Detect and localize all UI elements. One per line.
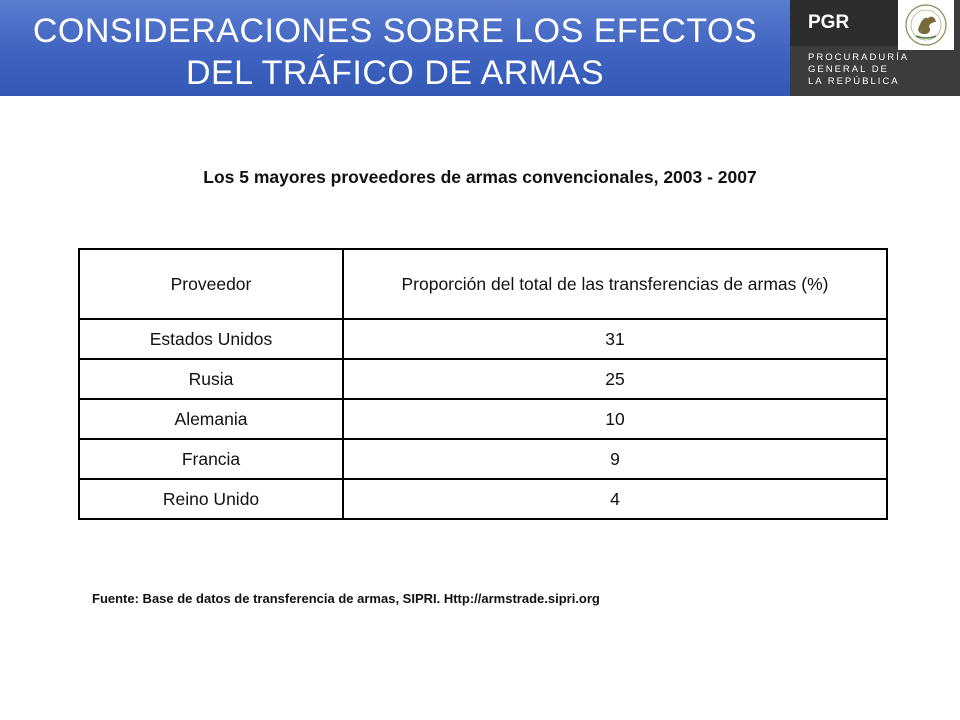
suppliers-table: Proveedor Proporción del total de las tr… [78, 248, 888, 520]
table-row: Francia 9 [78, 438, 888, 480]
cell-share: 10 [342, 398, 888, 440]
logo-line-2: GENERAL DE [808, 64, 889, 75]
page-title: CONSIDERACIONES SOBRE LOS EFECTOS DEL TR… [0, 10, 790, 94]
pgr-logo: PGR PROCURADURÍA GENERAL DE LA REPÚBLICA [790, 0, 960, 96]
cell-share: 9 [342, 438, 888, 480]
column-header-supplier: Proveedor [78, 248, 344, 320]
cell-supplier: Estados Unidos [78, 318, 344, 360]
logo-line-1: PROCURADURÍA [808, 52, 910, 63]
table-row: Estados Unidos 31 [78, 318, 888, 360]
cell-supplier: Reino Unido [78, 478, 344, 520]
column-header-share: Proporción del total de las transferenci… [342, 248, 888, 320]
logo-text: PROCURADURÍA GENERAL DE LA REPÚBLICA [808, 52, 909, 88]
table-row: Alemania 10 [78, 398, 888, 440]
page-title-line-1: CONSIDERACIONES SOBRE LOS EFECTOS [32, 12, 758, 50]
header-band: CONSIDERACIONES SOBRE LOS EFECTOS DEL TR… [0, 0, 790, 96]
table-header-row: Proveedor Proporción del total de las tr… [78, 248, 888, 320]
logo-acronym: PGR [790, 0, 898, 46]
table-row: Reino Unido 4 [78, 478, 888, 520]
table-row: Rusia 25 [78, 358, 888, 400]
source-note: Fuente: Base de datos de transferencia d… [92, 591, 600, 606]
logo-line-3: LA REPÚBLICA [808, 76, 900, 87]
page-title-line-2: DEL TRÁFICO DE ARMAS [185, 54, 605, 92]
table-caption: Los 5 mayores proveedores de armas conve… [203, 167, 757, 187]
cell-supplier: Francia [78, 438, 344, 480]
cell-share: 4 [342, 478, 888, 520]
cell-supplier: Rusia [78, 358, 344, 400]
cell-share: 25 [342, 358, 888, 400]
mexican-seal-icon [898, 0, 954, 50]
cell-share: 31 [342, 318, 888, 360]
cell-supplier: Alemania [78, 398, 344, 440]
